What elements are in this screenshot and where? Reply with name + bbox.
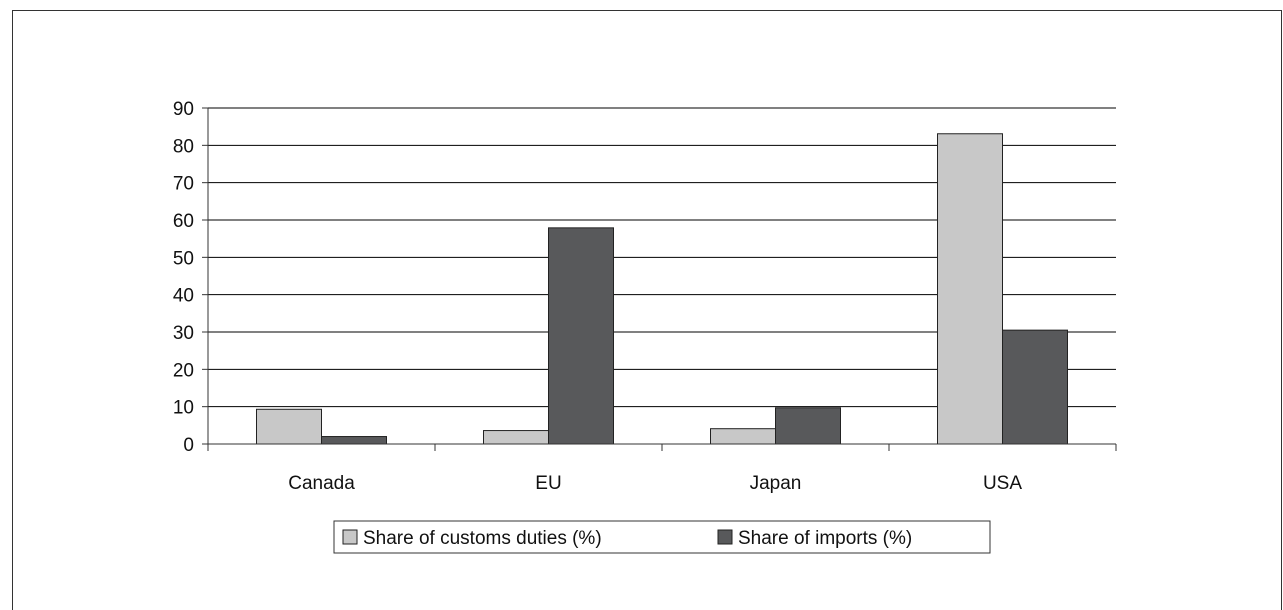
y-tick-label: 70	[173, 174, 194, 195]
chart-frame	[12, 10, 1282, 610]
x-tick-label: Canada	[288, 473, 355, 494]
y-tick-label: 80	[173, 136, 194, 157]
legend-swatch	[717, 529, 733, 545]
bar-customs-duties-canada	[256, 408, 322, 445]
y-tick-label: 10	[173, 398, 194, 419]
bars	[256, 133, 1068, 445]
legend-box	[333, 520, 991, 554]
y-tick-label: 60	[173, 211, 194, 232]
bar-customs-duties-japan	[710, 428, 776, 445]
bar-customs-duties-usa	[937, 133, 1003, 445]
y-tick-label: 90	[173, 99, 194, 120]
y-tick-label: 30	[173, 323, 194, 344]
legend-label: Share of imports (%)	[738, 528, 912, 549]
y-tick-label: 50	[173, 248, 194, 269]
bar-imports-canada	[321, 436, 387, 445]
x-tick-label: EU	[535, 473, 561, 494]
legend-label: Share of customs duties (%)	[363, 528, 602, 549]
bar-customs-duties-eu	[483, 430, 549, 445]
y-tick-labels: 0 10 20 30 40 50 60 70 80 90	[173, 99, 194, 456]
legend: Share of customs duties (%) Share of impo…	[333, 520, 991, 554]
bar-imports-japan	[775, 407, 841, 445]
y-tick-label: 20	[173, 360, 194, 381]
gridlines	[208, 107, 1116, 408]
legend-swatch	[342, 529, 358, 545]
y-tick-label: 40	[173, 286, 194, 307]
y-tick-label: 0	[183, 435, 194, 456]
x-tick-label: Japan	[750, 473, 802, 494]
axes	[202, 107, 1117, 451]
x-tick-label: USA	[983, 473, 1022, 494]
x-tick-labels: Canada EU Japan USA	[288, 473, 1022, 494]
bar-imports-usa	[1002, 329, 1068, 445]
bar-imports-eu	[548, 227, 614, 445]
